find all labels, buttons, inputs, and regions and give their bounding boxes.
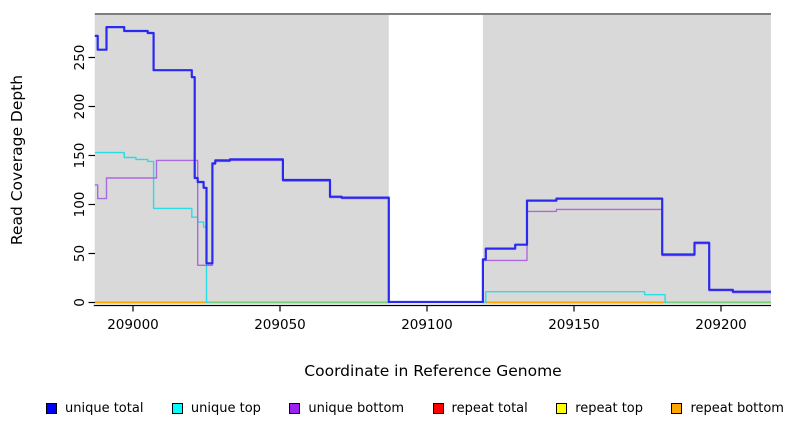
legend: unique total unique top unique bottom repea…	[46, 399, 784, 417]
series-line-unique-total	[94, 26, 771, 304]
legend-label: unique total	[65, 400, 144, 416]
axes: 209000 209050 209100 209150 209200 0 50 100 150 2…	[72, 45, 771, 333]
series-line-unique-top	[94, 151, 210, 304]
coverage-series-lines	[94, 26, 771, 304]
y-tick-label: 200	[72, 94, 88, 120]
legend-item-repeat-top: repeat top	[556, 401, 643, 416]
x-axis-label: Coordinate in Reference Genome	[304, 362, 561, 380]
x-tick-label: 209200	[695, 317, 747, 333]
legend-label: repeat top	[575, 400, 643, 416]
series-line-unique-top	[482, 291, 669, 304]
legend-swatch-unique-top	[171, 402, 183, 414]
y-tick-label: 100	[72, 192, 88, 218]
legend-label: unique top	[190, 400, 261, 416]
y-tick-label: 50	[72, 245, 88, 262]
legend-label: unique bottom	[308, 400, 405, 416]
legend-swatch-repeat-bottom	[671, 402, 683, 414]
legend-item-repeat-total: repeat total	[432, 400, 528, 416]
y-tick-label: 0	[72, 298, 88, 307]
legend-item-unique-bottom: unique bottom	[289, 401, 404, 416]
y-axis-label: Read Coverage Depth	[8, 75, 26, 245]
covered-region-panel	[482, 15, 771, 303]
legend-item-unique-top: unique top	[171, 400, 261, 416]
x-tick-label: 209150	[548, 317, 600, 333]
x-tick-label: 209000	[107, 317, 159, 333]
legend-swatch-repeat-total	[432, 402, 444, 414]
y-tick-label: 250	[72, 45, 88, 71]
x-tick-label: 209100	[401, 317, 453, 333]
legend-item-repeat-bottom: repeat bottom	[671, 401, 784, 416]
legend-swatch-repeat-top	[556, 402, 568, 414]
plot-background	[94, 13, 771, 303]
legend-swatch-unique-bottom	[289, 402, 301, 414]
legend-label: repeat bottom	[690, 400, 784, 416]
y-tick-label: 150	[72, 143, 88, 169]
x-tick-label: 209050	[254, 317, 306, 333]
legend-swatch-unique-total	[46, 402, 57, 414]
legend-label: repeat total	[451, 400, 528, 416]
legend-item-unique-total: unique total	[46, 401, 143, 416]
